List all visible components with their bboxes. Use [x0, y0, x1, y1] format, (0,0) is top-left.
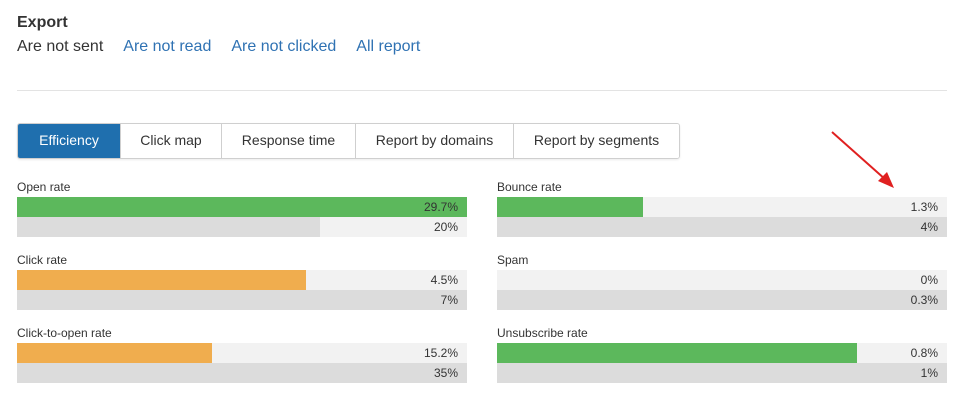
average-value: 1% [920, 366, 938, 380]
metric-label: Bounce rate [497, 180, 562, 194]
current-bar-fill [497, 343, 857, 363]
metric-unsubscribe-rate: Unsubscribe rate 0.8% 1% [497, 326, 947, 383]
metric-label: Spam [497, 253, 529, 267]
arrow-shaft [831, 131, 887, 181]
current-value: 0.8% [910, 346, 938, 360]
metric-bounce-rate: Bounce rate 1.3% 4% [497, 180, 947, 237]
metric-open-rate: Open rate 29.7% 20% [17, 180, 467, 237]
tab-report-by-segments[interactable]: Report by segments [513, 124, 679, 158]
average-bar: 1% [497, 363, 947, 383]
metric-click-rate: Click rate 4.5% 7% [17, 253, 467, 310]
metric-label: Click-to-open rate [17, 326, 112, 340]
current-value: 29.7% [423, 200, 458, 214]
export-are-not-sent: Are not sent [17, 38, 104, 55]
current-bar: 29.7% [17, 197, 467, 217]
tab-click-map[interactable]: Click map [120, 124, 221, 158]
divider [17, 90, 947, 91]
export-links: Are not sent Are not read Are not clicke… [17, 38, 440, 56]
current-value: 1.3% [910, 200, 938, 214]
average-bar-fill [17, 363, 467, 383]
tab-efficiency[interactable]: Efficiency [18, 124, 120, 158]
average-value: 7% [440, 293, 458, 307]
average-bar: 20% [17, 217, 467, 237]
current-bar-fill [17, 343, 213, 363]
metric-spam: Spam 0% 0.3% [497, 253, 947, 310]
average-bar: 35% [17, 363, 467, 383]
export-all-report-link[interactable]: All report [356, 38, 421, 55]
metric-label: Unsubscribe rate [497, 326, 588, 340]
current-bar-fill [497, 197, 644, 217]
tab-report-by-domains[interactable]: Report by domains [355, 124, 513, 158]
export-are-not-clicked-link[interactable]: Are not clicked [231, 38, 337, 55]
current-bar: 1.3% [497, 197, 947, 217]
average-value: 0.3% [910, 293, 938, 307]
report-tabs: Efficiency Click map Response time Repor… [17, 123, 680, 159]
current-value: 0% [920, 273, 938, 287]
current-bar: 0.8% [497, 343, 947, 363]
current-bar-fill [17, 270, 306, 290]
arrow-head [878, 172, 894, 188]
current-bar: 4.5% [17, 270, 467, 290]
average-bar-fill [497, 217, 947, 237]
metric-label: Click rate [17, 253, 68, 267]
average-bar: 7% [17, 290, 467, 310]
average-bar: 0.3% [497, 290, 947, 310]
average-bar-fill [497, 363, 947, 383]
average-bar-fill [497, 290, 947, 310]
current-bar-fill [17, 197, 467, 217]
metric-label: Open rate [17, 180, 71, 194]
export-title: Export [17, 14, 68, 31]
average-bar-fill [17, 217, 320, 237]
current-bar: 0% [497, 270, 947, 290]
average-bar-fill [17, 290, 467, 310]
average-bar: 4% [497, 217, 947, 237]
average-value: 20% [433, 220, 458, 234]
export-are-not-read-link[interactable]: Are not read [123, 38, 212, 55]
metric-click-to-open-rate: Click-to-open rate 15.2% 35% [17, 326, 467, 383]
average-value: 4% [920, 220, 938, 234]
current-bar: 15.2% [17, 343, 467, 363]
tab-response-time[interactable]: Response time [221, 124, 355, 158]
average-value: 35% [433, 366, 458, 380]
current-value: 15.2% [423, 346, 458, 360]
red-arrow-icon [831, 131, 894, 188]
current-value: 4.5% [430, 273, 458, 287]
